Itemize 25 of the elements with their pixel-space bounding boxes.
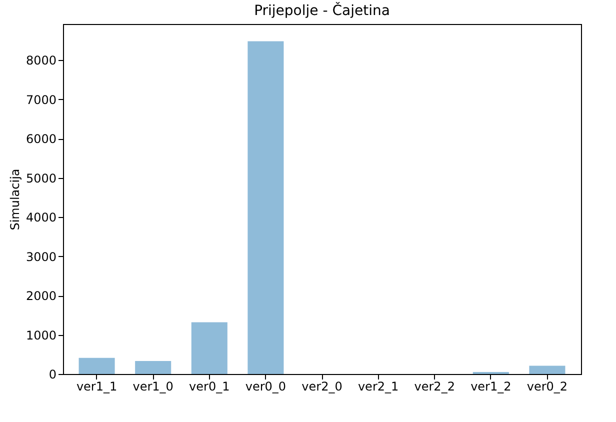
x-tick-label: ver1_1 — [76, 380, 118, 394]
y-tick-label: 7000 — [26, 92, 56, 107]
y-axis-title: Simulacija — [8, 168, 22, 230]
y-tick-label: 8000 — [26, 54, 56, 68]
y-tick-label: 6000 — [26, 132, 56, 146]
y-tick-label: 1000 — [26, 328, 56, 342]
bar — [191, 322, 228, 374]
y-tick-label: 0 — [48, 368, 56, 382]
bar — [248, 41, 284, 374]
y-tick-label: 5000 — [26, 171, 56, 186]
bar — [529, 366, 566, 374]
y-tick-label: 4000 — [26, 210, 56, 225]
x-tick-label: ver2_0 — [302, 380, 342, 394]
x-tick-label: ver1_2 — [470, 380, 512, 394]
y-tick-label: 2000 — [26, 289, 56, 304]
x-tick-label: ver0_2 — [526, 380, 568, 394]
x-tick-label: ver2_2 — [414, 380, 455, 394]
bar — [78, 358, 115, 374]
chart-title: Prijepolje - Čajetina — [254, 2, 390, 19]
x-tick-label: ver0_0 — [245, 380, 286, 394]
x-tick-label: ver2_1 — [358, 380, 399, 394]
x-tick-label: ver0_1 — [189, 380, 230, 394]
y-tick-label: 3000 — [26, 250, 56, 264]
bar — [135, 361, 172, 374]
x-tick-label: ver1_0 — [132, 380, 174, 394]
